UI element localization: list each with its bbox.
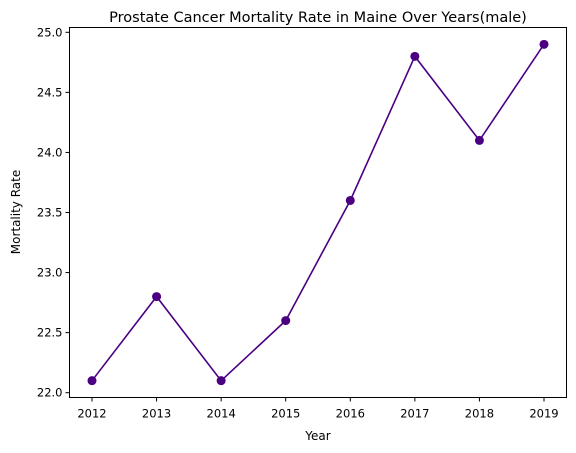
x-tick-label: 2013	[142, 407, 171, 421]
x-tick-label: 2018	[465, 407, 494, 421]
plot-frame	[69, 27, 567, 398]
data-point-2016	[345, 195, 355, 205]
x-tick-label: 2016	[336, 407, 365, 421]
x-tick-label: 2015	[271, 407, 300, 421]
y-tick-label: 24.0	[37, 145, 63, 159]
y-axis-ticks: 22.0 22.5 23.0 23.5 24.0 24.5 25.0	[37, 25, 70, 400]
y-tick-label: 23.5	[37, 206, 63, 220]
data-point-2013	[152, 292, 162, 302]
x-tick-label: 2014	[207, 407, 236, 421]
data-point-2017	[410, 51, 420, 61]
data-point-2012	[87, 376, 97, 386]
x-tick-label: 2012	[77, 407, 106, 421]
series-line	[91, 43, 545, 382]
x-tick-label: 2017	[400, 407, 429, 421]
x-tick-label: 2019	[529, 407, 558, 421]
data-point-2019	[539, 39, 549, 49]
chart-title: Prostate Cancer Mortality Rate in Maine …	[109, 10, 527, 26]
y-tick-label: 24.5	[37, 85, 63, 99]
y-tick-label: 22.5	[37, 326, 63, 340]
data-point-2014	[216, 376, 226, 386]
data-point-2018	[474, 135, 484, 145]
x-axis-ticks: 2012 2013 2014 2015 2016 2017 2018 2019	[77, 397, 559, 421]
y-tick-label: 23.0	[37, 266, 63, 280]
data-point-2015	[281, 316, 291, 326]
x-axis-label: Year	[304, 429, 330, 443]
y-axis-label: Mortality Rate	[9, 170, 23, 255]
y-tick-label: 25.0	[37, 25, 63, 39]
series-points	[87, 39, 549, 386]
y-tick-label: 22.0	[37, 386, 63, 400]
